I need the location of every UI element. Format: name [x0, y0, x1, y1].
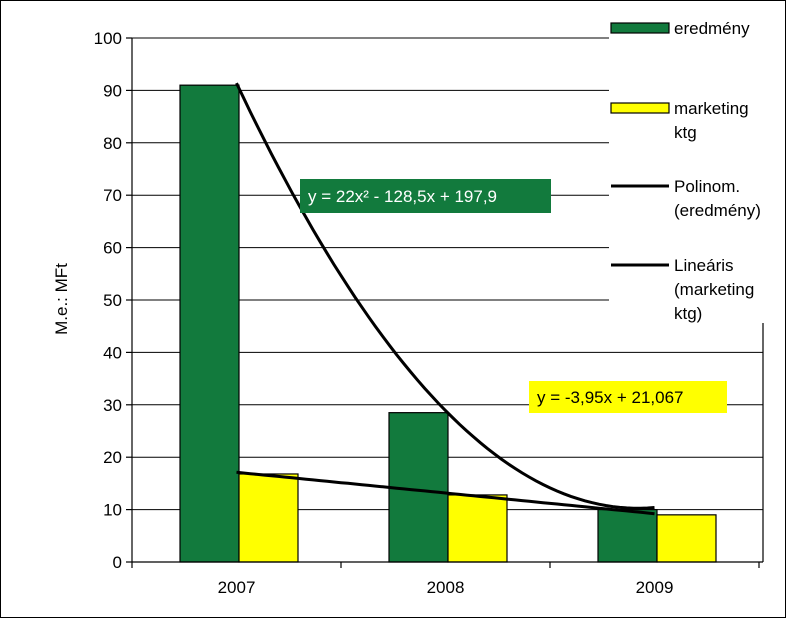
trendline [236, 470, 655, 516]
bar [597, 509, 658, 563]
x-tick-label: 2009 [636, 578, 674, 597]
bar [447, 494, 508, 563]
legend-label: eredmény [674, 19, 750, 38]
y-tick-label: 60 [103, 239, 122, 258]
y-tick-label: 100 [94, 29, 122, 48]
legend-swatch [610, 22, 670, 34]
axes: 0 10 20 30 40 50 60 70 80 90 100 2007 2008 2009 [94, 29, 764, 597]
equation-box [529, 381, 727, 413]
trendline [235, 82, 655, 510]
y-tick-label: 50 [103, 291, 122, 310]
trendlines [235, 82, 655, 516]
legend-label: ktg) [674, 304, 702, 323]
bar [656, 514, 717, 563]
legend-label: (marketing [674, 280, 754, 299]
bar [179, 84, 240, 563]
legend-label: Polinom. [674, 177, 740, 196]
legend-label: marketing [674, 99, 749, 118]
equation-box [300, 179, 551, 213]
y-tick-label: 0 [113, 553, 122, 572]
equation-label: y = 22x² - 128,5x + 197,9 [308, 187, 497, 206]
bar [238, 473, 299, 563]
legend-label: (eredmény) [674, 201, 761, 220]
x-tick-label: 2007 [218, 578, 256, 597]
legend-label: ktg [674, 123, 697, 142]
annotations: y = 22x² - 128,5x + 197,9 y = -3,95x + 21… [300, 179, 727, 413]
y-tick-label: 80 [103, 134, 122, 153]
legend-label: Lineáris [674, 256, 734, 275]
y-tick-label: 70 [103, 186, 122, 205]
legend-swatch [610, 102, 670, 114]
y-tick-label: 30 [103, 396, 122, 415]
y-axis-title: M.e.: MFt [52, 263, 71, 335]
x-tick-label: 2008 [427, 578, 465, 597]
y-tick-label: 10 [103, 501, 122, 520]
y-tick-label: 40 [103, 343, 122, 362]
equation-label: y = -3,95x + 21,067 [537, 388, 684, 407]
legend-background [609, 5, 781, 323]
y-tick-label: 20 [103, 448, 122, 467]
legend: eredmény marketing ktg Polinom. (eredmény) Li… [609, 5, 781, 323]
y-tick-label: 90 [103, 81, 122, 100]
